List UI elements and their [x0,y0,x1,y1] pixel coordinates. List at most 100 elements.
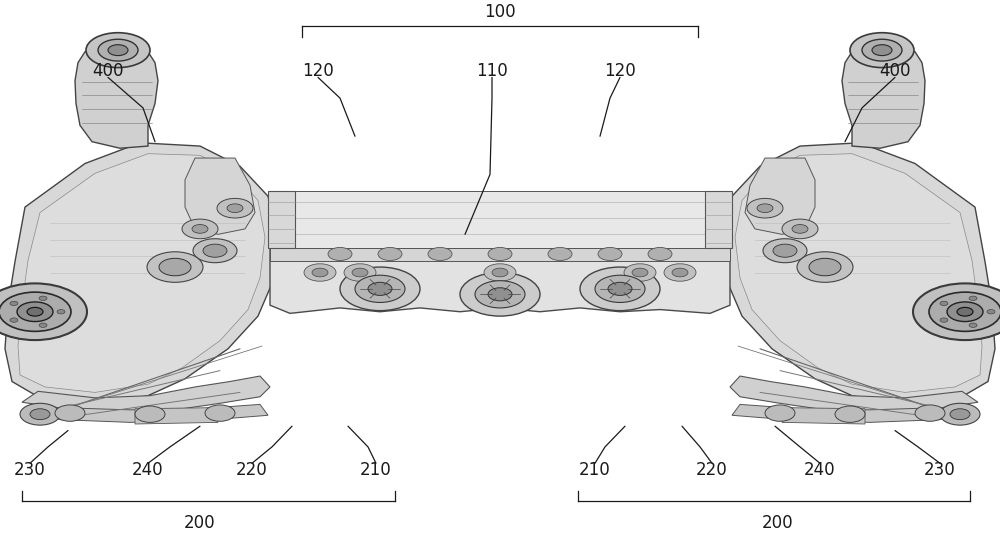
Circle shape [368,282,392,295]
Polygon shape [705,191,732,248]
Circle shape [17,302,53,322]
Circle shape [340,267,420,311]
Circle shape [987,310,995,314]
Polygon shape [18,154,265,392]
Circle shape [203,244,227,257]
Circle shape [850,33,914,68]
Text: 110: 110 [476,62,508,80]
Circle shape [763,239,807,263]
Circle shape [378,247,402,261]
Circle shape [227,204,243,213]
Circle shape [20,403,60,425]
Text: 210: 210 [360,461,392,479]
Circle shape [484,264,516,281]
Circle shape [548,247,572,261]
Circle shape [355,275,405,302]
Circle shape [862,39,902,61]
Circle shape [182,219,218,239]
Circle shape [765,405,795,421]
Circle shape [580,267,660,311]
Circle shape [835,406,865,422]
Circle shape [624,264,656,281]
Circle shape [947,302,983,322]
Circle shape [135,406,165,422]
Polygon shape [730,376,978,413]
Circle shape [488,288,512,301]
Circle shape [475,281,525,308]
Circle shape [39,323,47,328]
Polygon shape [270,248,730,313]
Circle shape [217,198,253,218]
Circle shape [950,409,970,420]
Circle shape [344,264,376,281]
Circle shape [672,268,688,277]
Circle shape [872,45,892,56]
Circle shape [595,275,645,302]
Circle shape [940,318,948,322]
Polygon shape [75,49,158,148]
Circle shape [10,318,18,322]
Circle shape [147,252,203,282]
Circle shape [460,272,540,316]
Circle shape [632,268,648,277]
Circle shape [929,292,1000,331]
Polygon shape [782,408,865,424]
Polygon shape [745,158,815,234]
Circle shape [304,264,336,281]
Circle shape [57,310,65,314]
Circle shape [747,198,783,218]
Polygon shape [735,154,982,392]
Text: 120: 120 [604,62,636,80]
Circle shape [957,307,973,316]
Polygon shape [22,376,270,413]
Circle shape [159,258,191,276]
Circle shape [608,282,632,295]
Circle shape [782,219,818,239]
Polygon shape [270,248,730,261]
Circle shape [969,296,977,300]
Circle shape [598,247,622,261]
Circle shape [913,283,1000,340]
Circle shape [792,225,808,233]
Circle shape [193,239,237,263]
Circle shape [352,268,368,277]
Circle shape [86,33,150,68]
Polygon shape [135,408,218,424]
Polygon shape [268,191,295,248]
Text: 400: 400 [92,62,124,80]
Text: 220: 220 [236,461,268,479]
Circle shape [809,258,841,276]
Circle shape [492,268,508,277]
Text: 220: 220 [696,461,728,479]
Circle shape [98,39,138,61]
Text: 230: 230 [14,461,46,479]
Circle shape [39,296,47,300]
Circle shape [312,268,328,277]
Text: 100: 100 [484,3,516,21]
Circle shape [328,247,352,261]
Text: 200: 200 [762,514,794,532]
Polygon shape [722,143,995,404]
Text: 200: 200 [184,514,216,532]
Circle shape [488,247,512,261]
Circle shape [648,247,672,261]
Polygon shape [40,404,268,422]
Polygon shape [732,404,960,422]
Circle shape [27,307,43,316]
Circle shape [915,405,945,421]
Text: 240: 240 [804,461,836,479]
Circle shape [205,405,235,421]
Circle shape [773,244,797,257]
Circle shape [192,225,208,233]
Text: 210: 210 [579,461,611,479]
Circle shape [797,252,853,282]
Circle shape [10,301,18,306]
Circle shape [940,403,980,425]
Circle shape [969,323,977,328]
Text: 230: 230 [924,461,956,479]
Text: 400: 400 [879,62,911,80]
Circle shape [55,405,85,421]
Polygon shape [185,158,255,234]
Polygon shape [5,143,278,404]
Circle shape [0,292,71,331]
